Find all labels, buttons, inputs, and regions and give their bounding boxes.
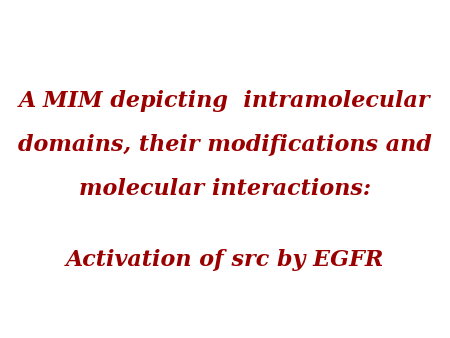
- Text: molecular interactions:: molecular interactions:: [79, 178, 371, 200]
- Text: A MIM depicting  intramolecular: A MIM depicting intramolecular: [19, 90, 431, 113]
- Text: Activation of src by EGFR: Activation of src by EGFR: [66, 249, 384, 271]
- Text: domains, their modifications and: domains, their modifications and: [18, 134, 432, 156]
